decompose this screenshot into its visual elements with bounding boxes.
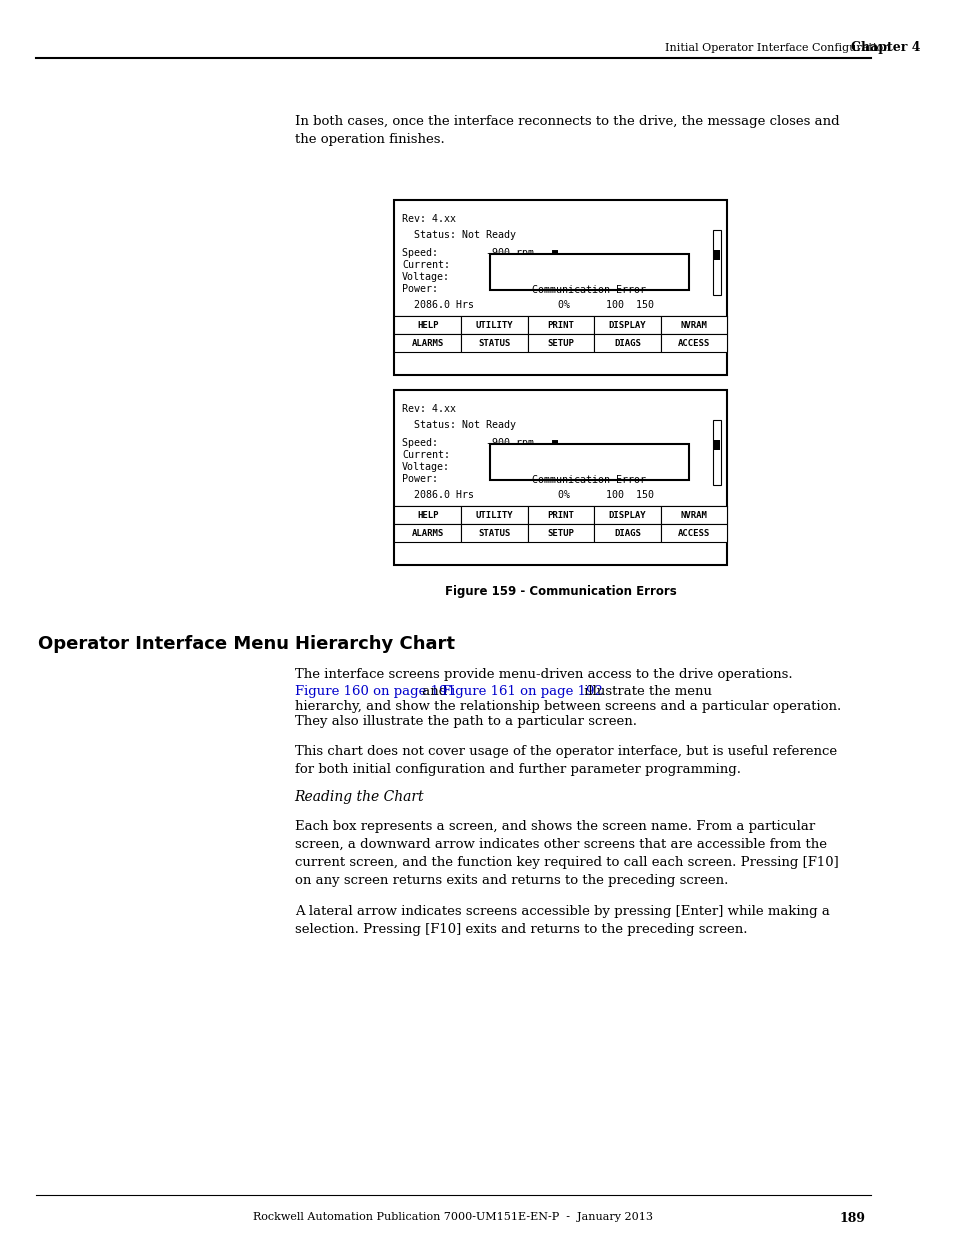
Bar <box>395 333 460 352</box>
Bar <box>660 524 726 542</box>
Text: DIAGS: DIAGS <box>614 338 640 347</box>
Text: HELP: HELP <box>416 321 438 330</box>
Bar <box>660 316 726 333</box>
Text: Hierarchy Chart: Hierarchy Chart <box>294 635 455 653</box>
Text: ACCESS: ACCESS <box>677 529 709 537</box>
Text: Speed:        -900 rpm  —■: Speed: -900 rpm —■ <box>401 438 558 448</box>
Text: 2086.0 Hrs              0%      100  150: 2086.0 Hrs 0% 100 150 <box>401 490 654 500</box>
Text: hierarchy, and show the relationship between screens and a particular operation.: hierarchy, and show the relationship bet… <box>294 700 840 713</box>
Text: Rockwell Automation Publication 7000-UM151E-EN-P  -  January 2013: Rockwell Automation Publication 7000-UM1… <box>253 1212 653 1221</box>
Bar <box>527 524 594 542</box>
Text: Figure 161 on page 192: Figure 161 on page 192 <box>441 685 602 698</box>
Text: ALARMS: ALARMS <box>411 338 443 347</box>
Bar <box>395 524 460 542</box>
Bar <box>594 333 660 352</box>
Text: PRINT: PRINT <box>547 321 574 330</box>
Bar <box>712 420 720 485</box>
Bar <box>395 200 726 375</box>
Bar <box>660 333 726 352</box>
Bar <box>460 506 527 524</box>
Text: ACCESS: ACCESS <box>677 338 709 347</box>
Text: Voltage:: Voltage: <box>401 462 450 472</box>
Text: Status: Not Ready: Status: Not Ready <box>401 420 516 430</box>
Text: STATUS: STATUS <box>477 529 510 537</box>
Bar <box>527 506 594 524</box>
Text: and: and <box>417 685 452 698</box>
Text: SETUP: SETUP <box>547 338 574 347</box>
Bar <box>460 524 527 542</box>
Text: Reading the Chart: Reading the Chart <box>294 790 424 804</box>
Text: 2086.0 Hrs              0%      100  150: 2086.0 Hrs 0% 100 150 <box>401 300 654 310</box>
Text: Each box represents a screen, and shows the screen name. From a particular
scree: Each box represents a screen, and shows … <box>294 820 838 887</box>
Text: Initial Operator Interface Configuration: Initial Operator Interface Configuration <box>664 43 890 53</box>
Text: Power:: Power: <box>401 284 437 294</box>
Text: ALARMS: ALARMS <box>411 529 443 537</box>
Text: illustrate the menu: illustrate the menu <box>579 685 711 698</box>
Text: DIAGS: DIAGS <box>614 529 640 537</box>
Bar <box>489 445 688 480</box>
Bar <box>712 230 720 295</box>
Text: PRINT: PRINT <box>547 510 574 520</box>
Text: DISPLAY: DISPLAY <box>608 321 645 330</box>
Bar <box>660 506 726 524</box>
Text: Speed:        -900 rpm  —■: Speed: -900 rpm —■ <box>401 248 558 258</box>
Text: Communication Error: Communication Error <box>532 475 646 485</box>
Text: Current:: Current: <box>401 450 450 459</box>
Text: Figure 159 - Communication Errors: Figure 159 - Communication Errors <box>444 585 676 598</box>
Bar <box>395 316 460 333</box>
Text: Rev: 4.xx: Rev: 4.xx <box>401 214 456 224</box>
Bar <box>395 390 726 564</box>
Bar <box>460 316 527 333</box>
Bar <box>527 333 594 352</box>
Text: Figure 160 on page 191: Figure 160 on page 191 <box>294 685 456 698</box>
Bar <box>594 524 660 542</box>
Bar <box>395 506 460 524</box>
Text: 189: 189 <box>838 1212 864 1225</box>
Text: SETUP: SETUP <box>547 529 574 537</box>
Text: STATUS: STATUS <box>477 338 510 347</box>
Text: In both cases, once the interface reconnects to the drive, the message closes an: In both cases, once the interface reconn… <box>294 115 839 146</box>
Text: Status: Not Ready: Status: Not Ready <box>401 230 516 240</box>
Text: Rev: 4.xx: Rev: 4.xx <box>401 404 456 414</box>
Text: Chapter 4: Chapter 4 <box>850 42 920 54</box>
Text: NVRAM: NVRAM <box>679 510 706 520</box>
Text: Communication Error: Communication Error <box>532 285 646 295</box>
Text: Operator Interface Menu: Operator Interface Menu <box>38 635 289 653</box>
Text: UTILITY: UTILITY <box>475 510 513 520</box>
Bar <box>594 316 660 333</box>
Text: Power:: Power: <box>401 474 437 484</box>
Text: They also illustrate the path to a particular screen.: They also illustrate the path to a parti… <box>294 715 636 727</box>
Text: The interface screens provide menu-driven access to the drive operations.: The interface screens provide menu-drive… <box>294 668 792 680</box>
Bar <box>527 316 594 333</box>
Text: NVRAM: NVRAM <box>679 321 706 330</box>
Bar <box>713 440 719 450</box>
Bar <box>713 249 719 261</box>
Bar <box>594 506 660 524</box>
Text: HELP: HELP <box>416 510 438 520</box>
Text: UTILITY: UTILITY <box>475 321 513 330</box>
Text: Voltage:: Voltage: <box>401 272 450 282</box>
Text: A lateral arrow indicates screens accessible by pressing [Enter] while making a
: A lateral arrow indicates screens access… <box>294 905 829 936</box>
Text: This chart does not cover usage of the operator interface, but is useful referen: This chart does not cover usage of the o… <box>294 745 836 776</box>
Text: DISPLAY: DISPLAY <box>608 510 645 520</box>
Bar <box>489 254 688 290</box>
Text: Current:: Current: <box>401 261 450 270</box>
Bar <box>460 333 527 352</box>
